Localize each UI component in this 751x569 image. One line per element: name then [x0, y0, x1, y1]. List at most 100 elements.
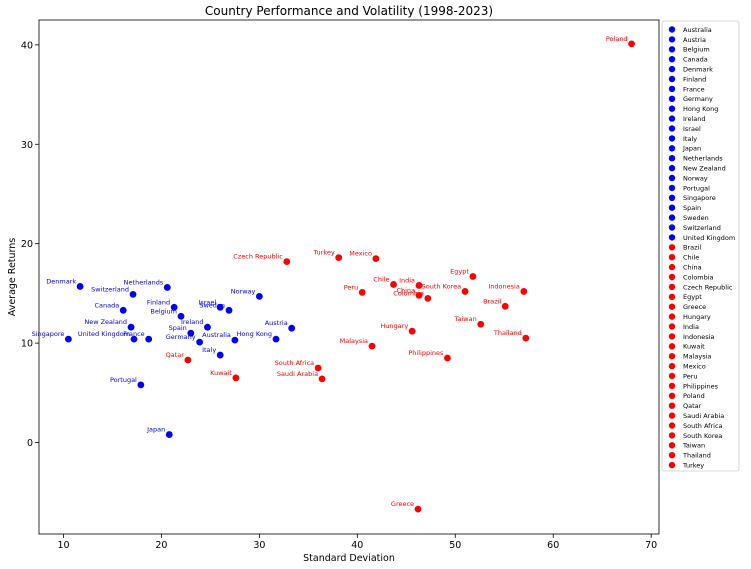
- legend-label-ireland: Ireland: [683, 115, 705, 123]
- x-axis: 10 20 30 40 50 60 70: [57, 534, 657, 551]
- point-taiwan: [477, 320, 485, 328]
- point-label-brazil: Brazil: [483, 297, 501, 305]
- point-label-united-kingdom: United Kingdom: [78, 330, 130, 338]
- legend-marker-chile: [668, 254, 676, 261]
- legend-label-south-africa: South Africa: [683, 422, 723, 430]
- y-tick-label: 40: [21, 40, 33, 51]
- x-tick-label: 10: [57, 540, 69, 551]
- legend-marker-qatar: [668, 402, 676, 409]
- y-tick-label: 0: [27, 438, 33, 449]
- point-greece: [414, 505, 422, 513]
- legend-label-germany: Germany: [683, 95, 713, 103]
- point-australia: [231, 336, 239, 344]
- point-mexico: [372, 255, 380, 263]
- point-singapore: [64, 335, 72, 343]
- legend-label-colombia: Colombia: [683, 273, 714, 281]
- legend-label-south-korea: South Korea: [683, 432, 722, 440]
- point-south-korea: [461, 288, 469, 295]
- point-italy: [216, 351, 224, 359]
- point-label-finland: Finland: [147, 298, 170, 306]
- legend-marker-finland: [668, 75, 676, 83]
- legend-label-canada: Canada: [683, 56, 708, 64]
- point-label-czech-republic: Czech Republic: [233, 253, 283, 261]
- legend-marker-thailand: [668, 452, 676, 459]
- point-labels: Australia Austria Belgium Canada Denmark Finl…: [32, 35, 628, 508]
- legend-box: [661, 20, 740, 472]
- point-label-switzerland: Switzerland: [91, 285, 129, 293]
- point-label-belgium: Belgium: [150, 307, 177, 315]
- legend-marker-france: [668, 85, 676, 93]
- point-label-qatar: Qatar: [166, 351, 185, 359]
- legend-label-austria: Austria: [683, 36, 706, 44]
- x-tick-label: 60: [547, 540, 559, 551]
- legend-label-japan: Japan: [682, 145, 701, 153]
- legend-marker-ireland: [668, 115, 676, 122]
- legend-label-switzerland: Switzerland: [683, 224, 721, 232]
- point-label-kuwait: Kuwait: [210, 369, 232, 377]
- legend-label-india: India: [683, 323, 699, 331]
- legend-marker-south-korea: [668, 432, 676, 439]
- legend-label-turkey: Turkey: [682, 462, 704, 470]
- legend-label-norway: Norway: [683, 174, 708, 182]
- point-label-hong-kong: Hong Kong: [237, 330, 272, 338]
- point-label-japan: Japan: [146, 426, 165, 434]
- point-colombia: [424, 294, 432, 302]
- legend-marker-new-zealand: [668, 164, 676, 172]
- legend-marker-netherlands: [668, 155, 676, 162]
- point-belgium: [177, 312, 185, 320]
- legend-label-belgium: Belgium: [683, 46, 710, 54]
- legend-marker-portugal: [668, 184, 676, 192]
- chart-title: Country Performance and Volatility (1998…: [205, 4, 493, 18]
- point-label-philippines: Philippines: [408, 349, 444, 357]
- point-sweden: [225, 306, 233, 314]
- point-switzerland: [129, 290, 137, 298]
- point-label-italy: Italy: [202, 346, 216, 354]
- point-brazil: [501, 302, 509, 310]
- plot-area-frame: [38, 19, 660, 535]
- legend-label-taiwan: Taiwan: [682, 442, 705, 450]
- point-denmark: [76, 283, 84, 290]
- point-label-peru: Peru: [344, 283, 358, 291]
- point-label-spain: Spain: [169, 324, 187, 332]
- legend-label-malaysia: Malaysia: [683, 353, 711, 361]
- legend-label-hong-kong: Hong Kong: [683, 105, 718, 113]
- point-united-kingdom: [130, 335, 138, 343]
- legend-marker-australia: [668, 26, 676, 33]
- point-label-singapore: Singapore: [32, 330, 65, 338]
- point-label-germany: Germany: [166, 333, 196, 341]
- point-label-australia: Australia: [202, 331, 231, 339]
- legend-label-singapore: Singapore: [683, 194, 716, 202]
- legend-marker-italy: [668, 135, 676, 142]
- point-label-egypt: Egypt: [450, 268, 469, 276]
- legend-label-peru: Peru: [683, 372, 697, 380]
- point-label-mexico: Mexico: [349, 250, 372, 258]
- legend-marker-united-kingdom: [668, 234, 676, 241]
- legend-marker-switzerland: [668, 224, 676, 231]
- legend-marker-denmark: [668, 65, 676, 73]
- legend-marker-canada: [668, 56, 676, 63]
- x-axis-label: Standard Deviation: [303, 553, 395, 564]
- point-label-turkey: Turkey: [313, 249, 335, 257]
- legend-marker-egypt: [668, 293, 676, 300]
- legend-label-portugal: Portugal: [683, 184, 710, 192]
- legend-marker-mexico: [668, 362, 676, 370]
- x-tick-label: 40: [351, 540, 363, 551]
- legend-marker-germany: [668, 95, 676, 103]
- point-label-malaysia: Malaysia: [340, 337, 368, 345]
- legend-marker-belgium: [668, 46, 676, 53]
- point-label-hungary: Hungary: [380, 322, 408, 330]
- legend-marker-indonesia: [668, 333, 676, 340]
- point-canada: [119, 306, 127, 314]
- point-label-israel: Israel: [198, 298, 216, 306]
- legend-marker-taiwan: [668, 442, 676, 449]
- legend-label-sweden: Sweden: [683, 214, 709, 222]
- point-kuwait: [232, 374, 240, 382]
- legend-label-saudi-arabia: Saudi Arabia: [683, 412, 724, 420]
- legend-marker-philippines: [668, 382, 676, 390]
- legend-label-brazil: Brazil: [683, 244, 701, 252]
- point-china: [415, 291, 423, 299]
- point-philippines: [444, 354, 451, 362]
- legend-marker-spain: [668, 204, 676, 211]
